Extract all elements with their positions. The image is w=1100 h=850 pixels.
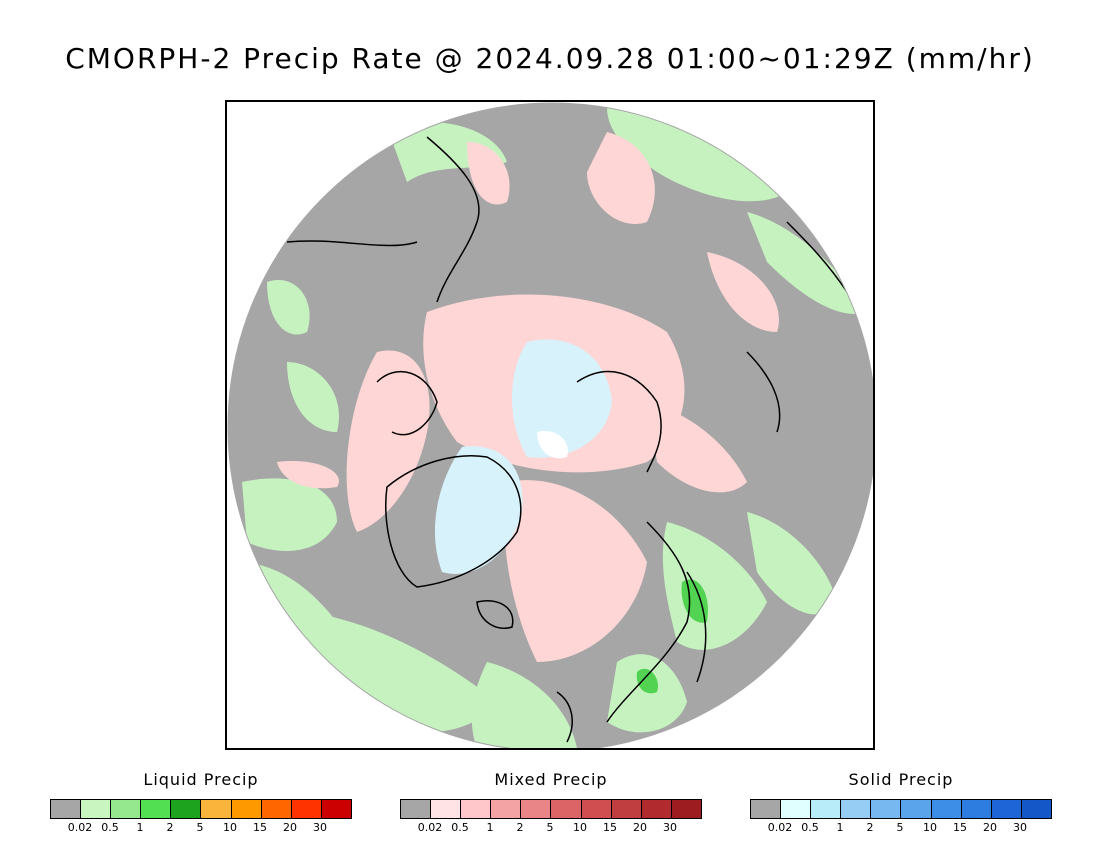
- mixed-precip-areas: [277, 132, 779, 662]
- map-canvas: [227, 102, 873, 748]
- legend-mixed-swatch-0: [401, 800, 432, 818]
- legend-mixed-title: Mixed Precip: [494, 770, 608, 789]
- legend-mixed-ticks: 0.02 0.5 1 2 5 10 15 20 30: [400, 821, 702, 835]
- legend-mixed-tick-label: 30: [663, 821, 677, 834]
- legend-solid-tick-label: 1: [836, 821, 844, 834]
- legend-solid-tick-label: 10: [923, 821, 937, 834]
- legend-liquid-tick-label: 1: [136, 821, 144, 834]
- legend-liquid-title: Liquid Precip: [143, 770, 259, 789]
- disc-edge: [227, 102, 873, 748]
- legend-solid-swatch-5: [901, 800, 932, 818]
- legend-solid-tick-label: 15: [953, 821, 967, 834]
- legend-liquid-swatch-8: [291, 800, 322, 818]
- legend-mixed-tick-label: 2: [516, 821, 524, 834]
- legend-solid-swatch-6: [931, 800, 962, 818]
- legend-solid-swatch-9: [1021, 800, 1051, 818]
- legend-liquid-ticks: 0.02 0.5 1 2 5 10 15 20 30: [50, 821, 352, 835]
- legend-mixed-tick-label: 15: [603, 821, 617, 834]
- legend-mixed-swatches: [400, 799, 702, 819]
- legend-mixed-tick-label: 10: [573, 821, 587, 834]
- legend-solid-tick-label: 20: [983, 821, 997, 834]
- legend-liquid-swatch-6: [231, 800, 262, 818]
- legend-mixed-tick-label: 0.02: [417, 821, 443, 834]
- legend-mixed-swatch-8: [641, 800, 672, 818]
- legend-liquid-swatch-2: [111, 800, 142, 818]
- legend-mixed-swatch-1: [431, 800, 462, 818]
- legend-solid-swatch-4: [871, 800, 902, 818]
- legend-liquid-swatch-7: [261, 800, 292, 818]
- legend-liquid-swatches: [50, 799, 352, 819]
- legend-liquid-tick-label: 15: [253, 821, 267, 834]
- legend-solid-title: Solid Precip: [848, 770, 954, 789]
- legend-liquid-tick-label: 5: [196, 821, 204, 834]
- legend-solid-swatch-7: [961, 800, 992, 818]
- coastlines: [286, 136, 848, 743]
- legend-mixed-swatch-7: [611, 800, 642, 818]
- legend-mixed-tick-label: 0.5: [451, 821, 469, 834]
- legend-solid-swatches: [750, 799, 1052, 819]
- legend-solid-swatch-0: [751, 800, 782, 818]
- legend-liquid: Liquid Precip 0.02 0.5 1 2 5 10 15 20 30: [50, 770, 352, 835]
- legend-mixed-swatch-3: [491, 800, 522, 818]
- legend-mixed-tick-label: 20: [633, 821, 647, 834]
- legend-solid-tick-label: 0.5: [801, 821, 819, 834]
- legend-solid-swatch-3: [841, 800, 872, 818]
- legend-mixed: Mixed Precip 0.02 0.5 1 2 5 10 15 20 30: [400, 770, 702, 835]
- legend-mixed-swatch-6: [581, 800, 612, 818]
- legend-liquid-tick-label: 0.5: [101, 821, 119, 834]
- legend-liquid-tick-label: 0.02: [67, 821, 93, 834]
- liquid-precip-areas: [242, 106, 867, 748]
- legend-liquid-swatch-9: [321, 800, 351, 818]
- legend-liquid-swatch-1: [81, 800, 112, 818]
- legend-mixed-swatch-5: [551, 800, 582, 818]
- legend-mixed-swatch-4: [521, 800, 552, 818]
- legend-liquid-swatch-0: [51, 800, 82, 818]
- legend-liquid-swatch-3: [141, 800, 172, 818]
- legend-solid-swatch-8: [991, 800, 1022, 818]
- legend-solid-tick-label: 5: [896, 821, 904, 834]
- legend-solid-tick-label: 30: [1013, 821, 1027, 834]
- legend-solid-tick-label: 0.02: [767, 821, 793, 834]
- legend-solid-tick-label: 2: [866, 821, 874, 834]
- legend-liquid-tick-label: 10: [223, 821, 237, 834]
- legend-mixed-tick-label: 5: [546, 821, 554, 834]
- legend-mixed-swatch-9: [671, 800, 701, 818]
- chart-title: CMORPH-2 Precip Rate @ 2024.09.28 01:00~…: [65, 42, 1035, 75]
- legend-liquid-tick-label: 30: [313, 821, 327, 834]
- legend-mixed-swatch-2: [461, 800, 492, 818]
- legend-solid-swatch-2: [811, 800, 842, 818]
- polar-precip-map: [225, 100, 875, 750]
- legend-liquid-swatch-5: [201, 800, 232, 818]
- legend-solid: Solid Precip 0.02 0.5 1 2 5 10 15 20 30: [750, 770, 1052, 835]
- legend-liquid-tick-label: 2: [166, 821, 174, 834]
- legend-mixed-tick-label: 1: [486, 821, 494, 834]
- legend-solid-ticks: 0.02 0.5 1 2 5 10 15 20 30: [750, 821, 1052, 835]
- legend-liquid-swatch-4: [171, 800, 202, 818]
- solid-precip-areas: [434, 339, 612, 574]
- pole-gap: [537, 431, 568, 459]
- legend-liquid-tick-label: 20: [283, 821, 297, 834]
- legend-solid-swatch-1: [781, 800, 812, 818]
